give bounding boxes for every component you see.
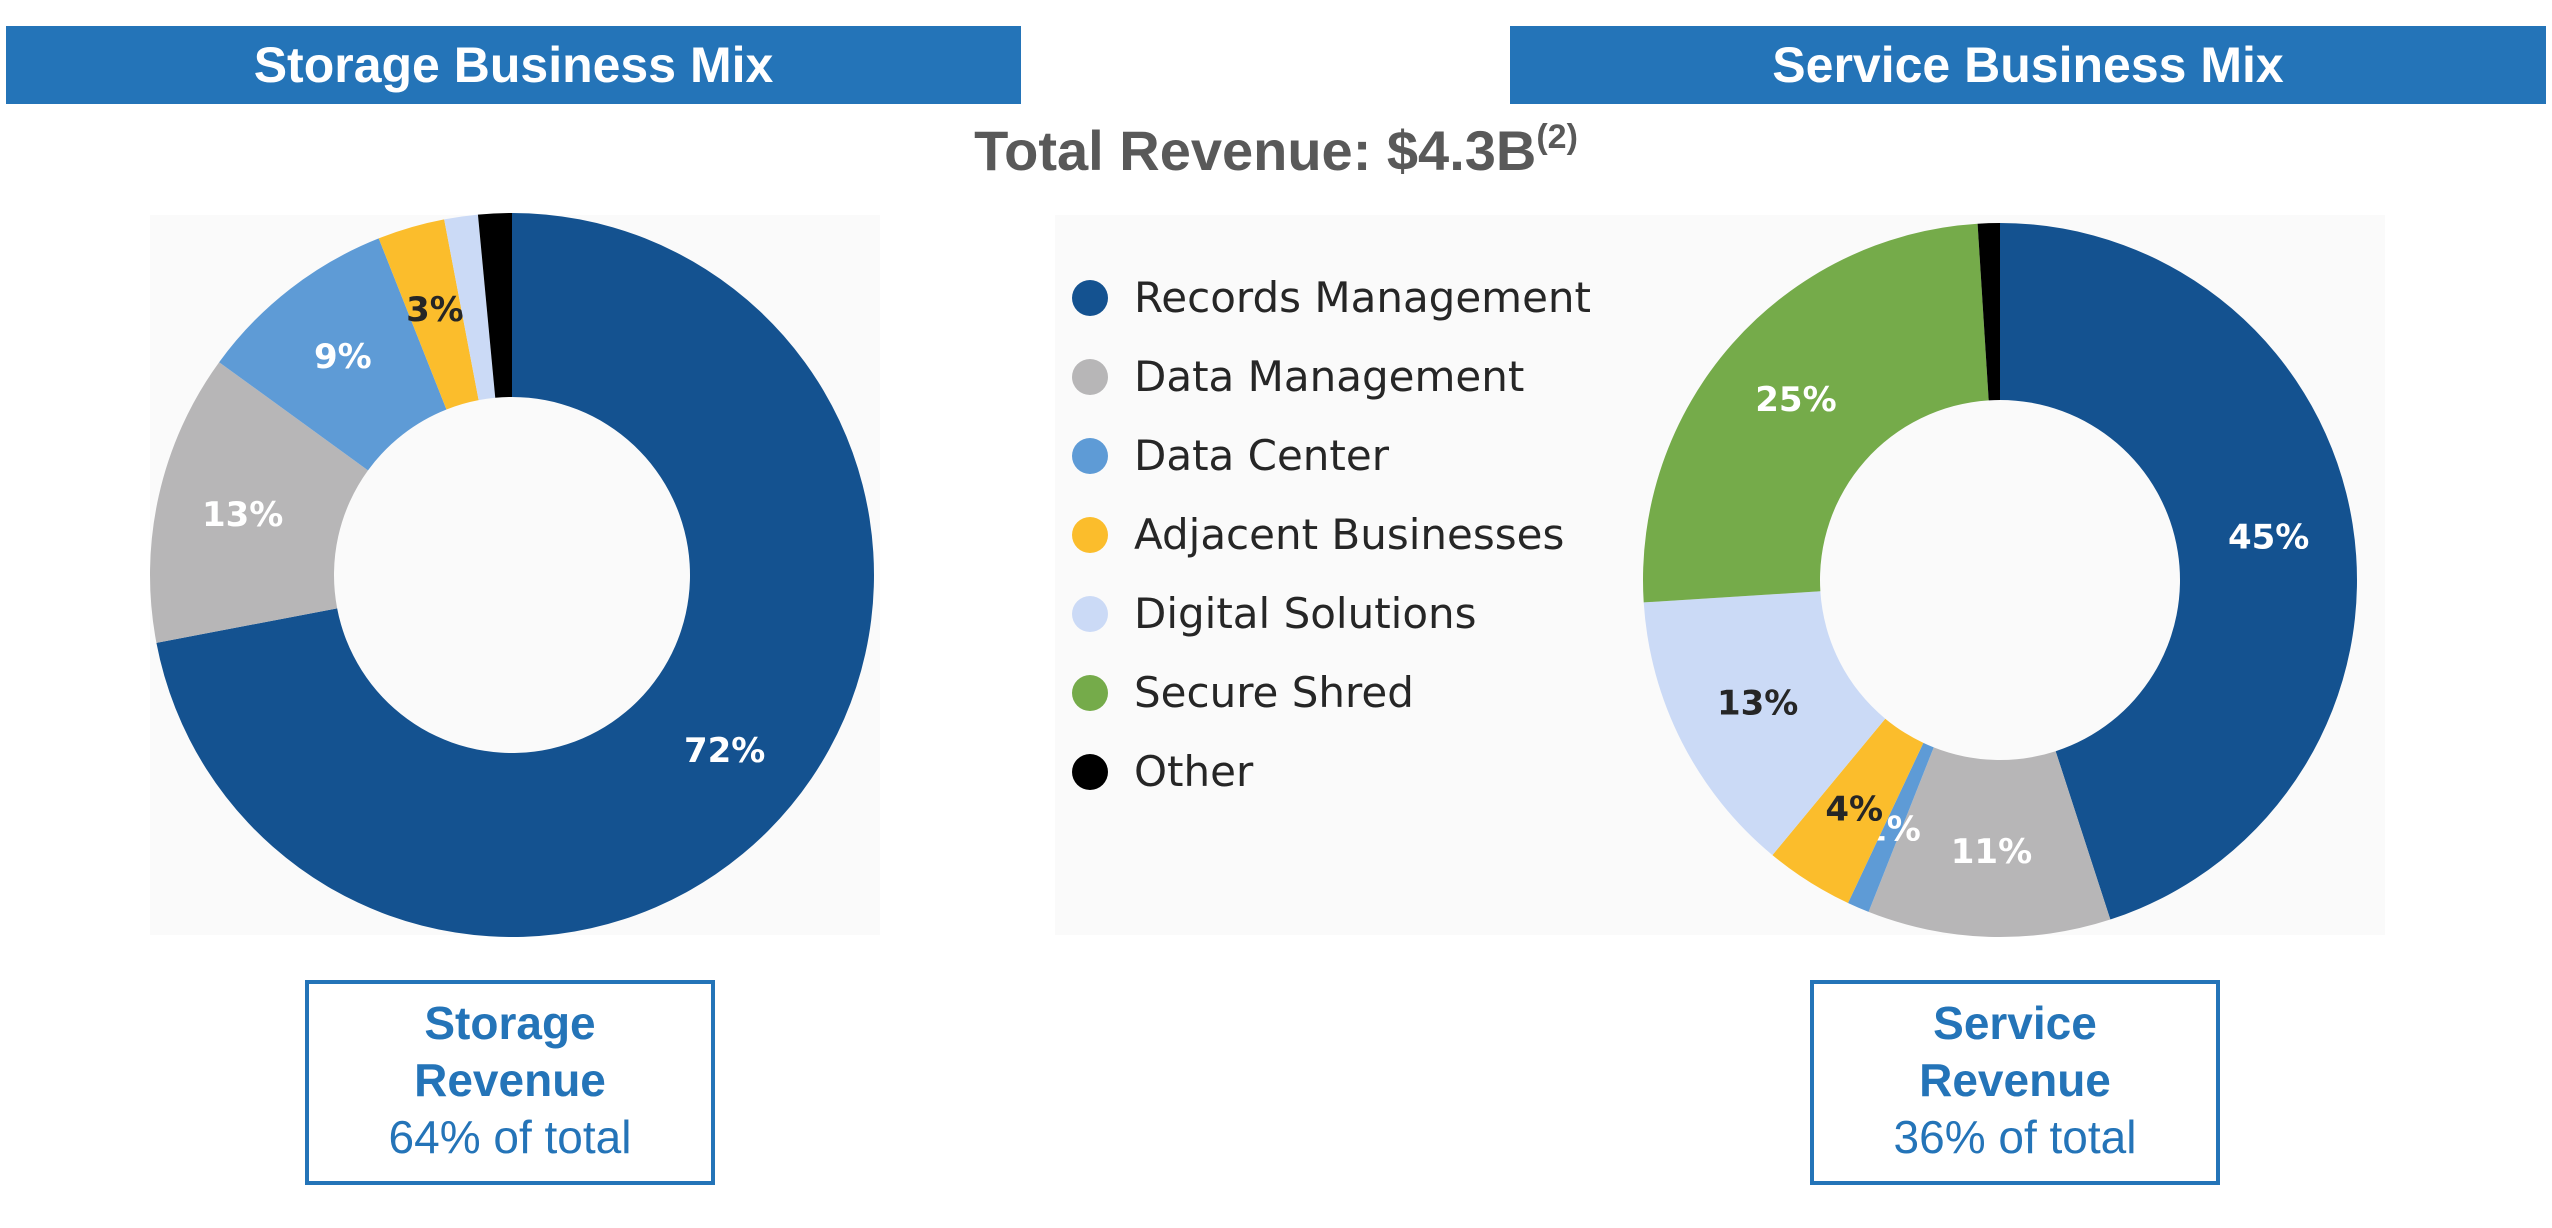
service-slice-other (1977, 223, 2000, 401)
legend-item-records-management: Records Management (1072, 258, 1591, 337)
legend-swatch (1072, 595, 1108, 632)
legend-item-data-center: Data Center (1072, 416, 1591, 495)
total-revenue-text: Total Revenue: $4.3B (974, 119, 1537, 182)
total-revenue-footnote: (2) (1536, 118, 1578, 156)
storage-label-data-management: 13% (202, 495, 283, 535)
service-mix-title: Service Business Mix (1772, 37, 2284, 93)
service-revenue-box: Service Revenue 36% of total (1810, 980, 2220, 1185)
service-donut: 45%11%1%4%13%25% (1643, 223, 2358, 937)
legend-item-other: Other (1072, 732, 1591, 811)
service-slice-records-management (2000, 223, 2358, 920)
service-label-records-management: 45% (2228, 517, 2309, 557)
storage-revenue-box: Storage Revenue 64% of total (305, 980, 715, 1185)
legend-swatch (1072, 674, 1108, 711)
legend-label: Data Center (1134, 431, 1389, 480)
legend-swatch (1072, 279, 1108, 316)
chart-legend: Records Management Data Management Data … (1072, 258, 1591, 811)
storage-donut: 72% 13% 9% 3% (150, 213, 875, 937)
storage-slice-digital-solutions (444, 214, 496, 401)
storage-slice-records-management (156, 213, 875, 937)
legend-swatch (1072, 516, 1108, 553)
legend-item-digital-solutions: Digital Solutions (1072, 574, 1591, 653)
legend-swatch (1072, 753, 1108, 790)
storage-mix-title: Storage Business Mix (253, 37, 774, 93)
storage-slice-other (477, 213, 512, 398)
legend-label: Adjacent Businesses (1134, 510, 1565, 559)
service-revenue-title-line1: Service (1933, 997, 2097, 1049)
total-revenue: Total Revenue: $4.3B(2) (0, 118, 2552, 183)
storage-slice-adjacent-businesses (378, 219, 479, 410)
legend-label: Digital Solutions (1134, 589, 1477, 638)
storage-slice-data-management (150, 362, 368, 643)
legend-swatch (1072, 358, 1108, 395)
storage-slice-data-center (219, 238, 447, 471)
storage-mix-banner: Storage Business Mix (6, 26, 1021, 104)
service-revenue-title-line2: Revenue (1919, 1054, 2111, 1106)
legend-swatch (1072, 437, 1108, 474)
legend-item-secure-shred: Secure Shred (1072, 653, 1591, 732)
service-slice-secure-shred (1643, 223, 1989, 603)
legend-item-data-management: Data Management (1072, 337, 1591, 416)
legend-label: Secure Shred (1134, 668, 1414, 717)
legend-label: Data Management (1134, 352, 1525, 401)
service-slice-adjacent-businesses (1772, 718, 1924, 904)
service-label-secure-shred: 25% (1755, 380, 1836, 420)
storage-label-records-management: 72% (684, 731, 765, 771)
service-slice-data-center (1847, 742, 1934, 912)
storage-revenue-title-line1: Storage (424, 997, 596, 1049)
legend-item-adjacent-businesses: Adjacent Businesses (1072, 495, 1591, 574)
storage-label-data-center: 9% (314, 337, 372, 377)
storage-label-adjacent-businesses: 3% (406, 290, 464, 330)
service-label-adjacent-businesses: 4% (1825, 790, 1883, 830)
storage-revenue-title-line2: Revenue (414, 1054, 606, 1106)
legend-label: Records Management (1134, 273, 1592, 322)
service-label-digital-solutions: 13% (1717, 683, 1798, 723)
service-label-data-management: 11% (1951, 832, 2032, 872)
legend-label: Other (1134, 747, 1254, 796)
service-mix-banner: Service Business Mix (1510, 26, 2546, 104)
service-slice-data-management (1868, 747, 2111, 937)
service-revenue-share: 36% of total (1893, 1111, 2137, 1163)
storage-revenue-share: 64% of total (388, 1111, 632, 1163)
service-slice-digital-solutions (1643, 591, 1886, 856)
